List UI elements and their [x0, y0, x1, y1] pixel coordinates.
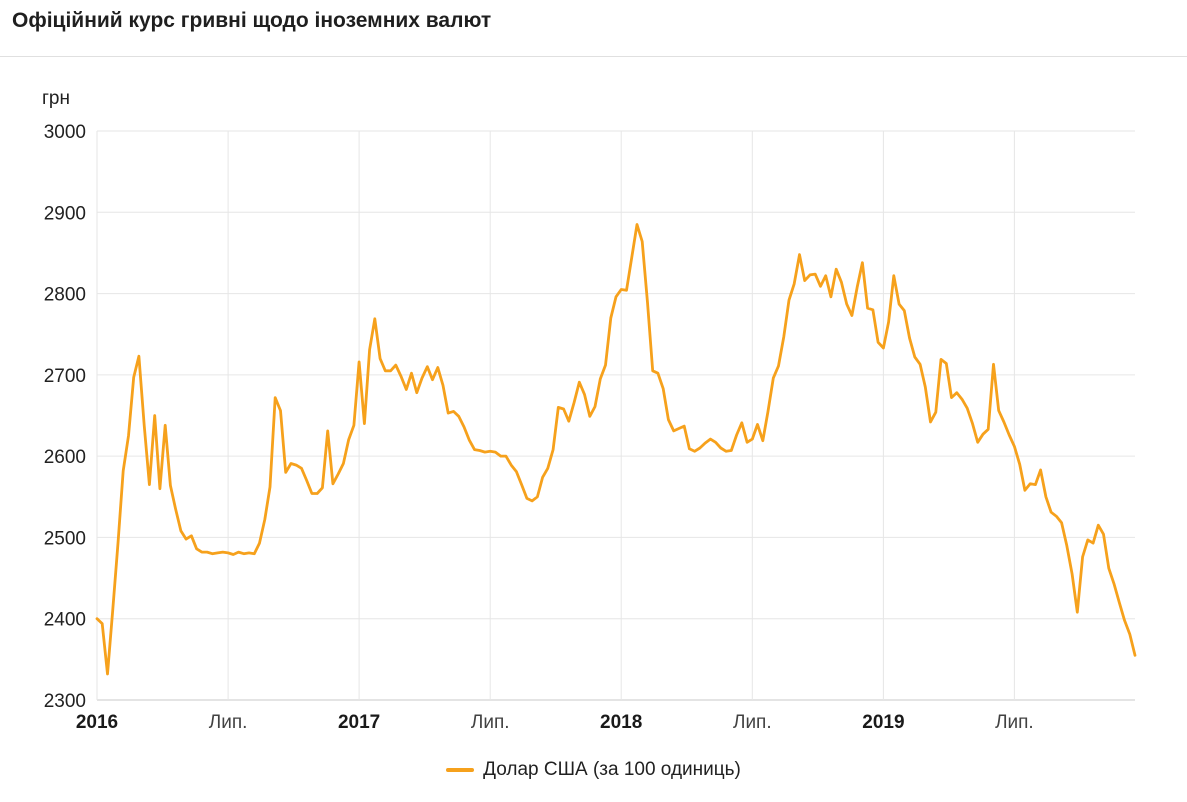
x-axis-tick-label: 2017: [338, 712, 380, 733]
x-axis-tick-label: Лип.: [995, 712, 1034, 733]
x-axis-tick-label: Лип.: [733, 712, 772, 733]
x-axis-tick-label: 2018: [600, 712, 642, 733]
page-header: Офіційний курс гривні щодо іноземних вал…: [0, 0, 1187, 57]
y-axis-tick-label: 2400: [44, 610, 86, 631]
y-axis-tick-label: 2800: [44, 285, 86, 306]
legend-line-swatch: [446, 768, 475, 772]
y-axis-tick-label: 2500: [44, 528, 86, 549]
x-axis-tick-label: Лип.: [471, 712, 510, 733]
legend: Долар США (за 100 одиниць): [0, 759, 1187, 781]
y-axis-tick-label: 2600: [44, 447, 86, 468]
legend-label: Долар США (за 100 одиниць): [483, 759, 741, 780]
y-axis-tick-label: 3000: [44, 122, 86, 143]
y-axis-tick-label: 2900: [44, 203, 86, 224]
y-axis-tick-label: 2300: [44, 691, 86, 712]
page-title: Офіційний курс гривні щодо іноземних вал…: [12, 9, 492, 32]
x-axis-tick-label: Лип.: [209, 712, 248, 733]
usd-series-line: [95, 223, 1137, 676]
x-axis-tick-label: 2019: [862, 712, 904, 733]
x-axis-tick-label: 2016: [76, 712, 118, 733]
y-axis-unit-label: грн: [42, 88, 70, 109]
y-axis-tick-label: 2700: [44, 366, 86, 387]
